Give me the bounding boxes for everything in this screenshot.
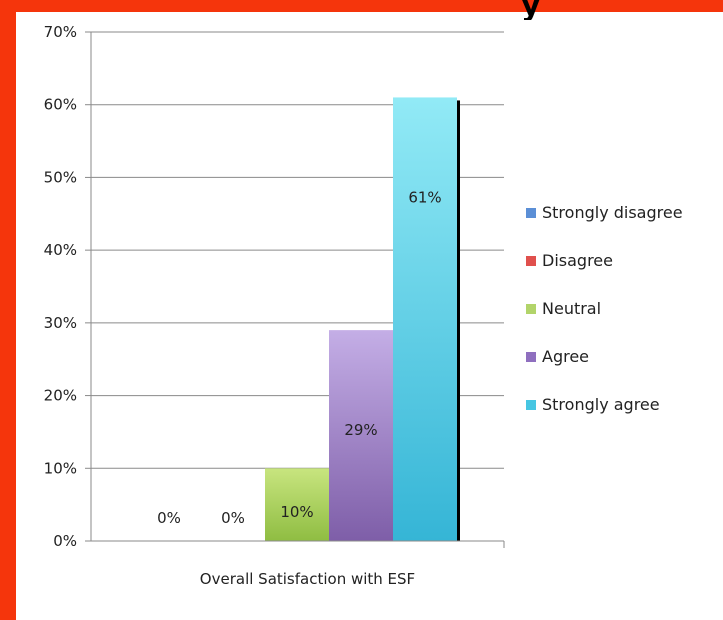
x-axis-label: Overall Satisfaction with ESF bbox=[200, 570, 415, 588]
legend-swatch bbox=[526, 352, 536, 362]
y-tick-label: 0% bbox=[53, 532, 77, 550]
legend-label: Neutral bbox=[542, 299, 601, 318]
legend-label: Disagree bbox=[542, 251, 613, 270]
y-axis-ticks: 0% 10% 20% 30% 40% 50% 60% 70% bbox=[44, 23, 91, 550]
legend-swatch bbox=[526, 208, 536, 218]
y-tick-label: 10% bbox=[44, 459, 77, 477]
data-label: 61% bbox=[408, 188, 441, 206]
legend: Strongly disagree Disagree Neutral Agree Str… bbox=[526, 203, 683, 414]
y-tick-label: 70% bbox=[44, 23, 77, 41]
data-label: 29% bbox=[344, 421, 377, 439]
bar-strongly-agree bbox=[393, 97, 457, 541]
y-tick-label: 20% bbox=[44, 387, 77, 405]
legend-label: Strongly disagree bbox=[542, 203, 683, 222]
legend-swatch bbox=[526, 256, 536, 266]
y-tick-label: 60% bbox=[44, 96, 77, 114]
legend-swatch bbox=[526, 304, 536, 314]
bar-chart: 0% 10% 20% 30% 40% 50% 60% 70% 0% 0% 10% 29% 61% Ov… bbox=[44, 23, 683, 588]
data-labels: 0% 0% 10% 29% 61% bbox=[157, 188, 442, 527]
y-tick-label: 30% bbox=[44, 314, 77, 332]
legend-label: Agree bbox=[542, 347, 589, 366]
data-label: 10% bbox=[280, 503, 313, 521]
bars bbox=[265, 97, 460, 541]
data-label: 0% bbox=[221, 509, 245, 527]
legend-label: Strongly agree bbox=[542, 395, 660, 414]
data-label: 0% bbox=[157, 509, 181, 527]
bar-neutral bbox=[265, 468, 329, 541]
legend-swatch bbox=[526, 400, 536, 410]
chart-panel: y 0% 10% 20% 30% 40% 50% 60% 70% 0% 0% 10% 29% 61% bbox=[16, 0, 723, 620]
title-fragment: y bbox=[521, 0, 541, 20]
bar-agree bbox=[329, 330, 393, 541]
y-tick-label: 50% bbox=[44, 168, 77, 186]
y-tick-label: 40% bbox=[44, 241, 77, 259]
